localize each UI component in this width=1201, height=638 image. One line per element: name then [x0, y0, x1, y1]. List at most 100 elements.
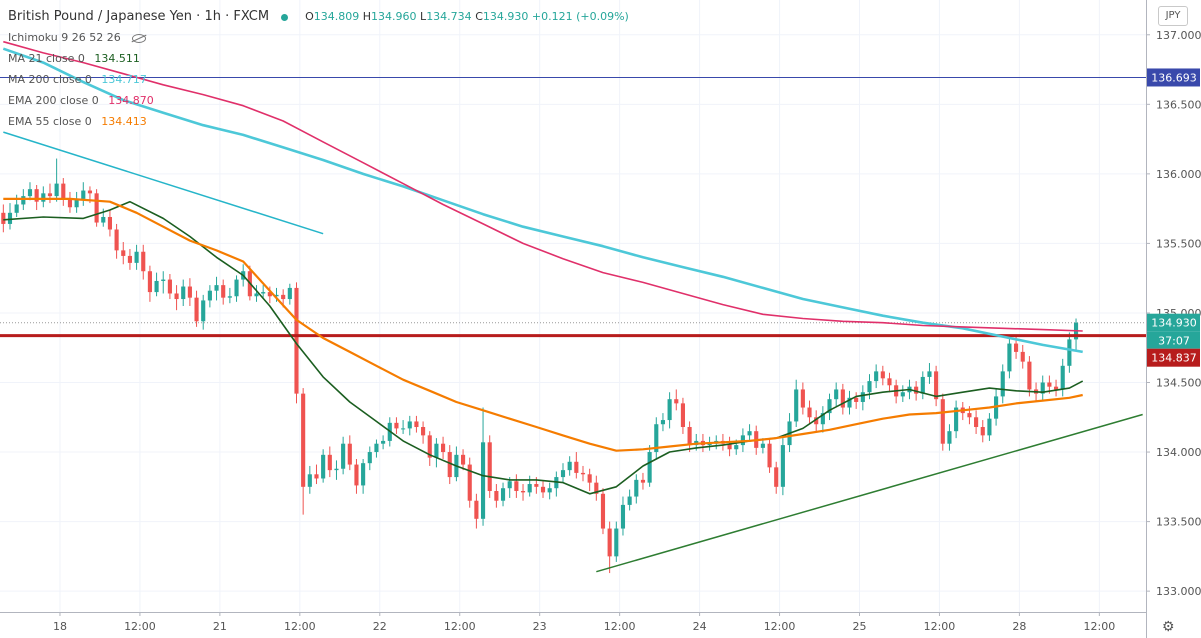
candle: [634, 474, 639, 504]
candle-body: [127, 255, 132, 263]
candle-body: [987, 418, 992, 436]
candle: [487, 435, 492, 498]
candle: [494, 484, 499, 508]
candle: [67, 191, 73, 213]
candle: [814, 410, 819, 432]
candle: [54, 158, 59, 202]
candle: [327, 446, 332, 478]
candle: [74, 191, 79, 213]
candle-body: [567, 461, 572, 471]
indicator-label: MA 21 close 0: [8, 52, 85, 65]
candle: [1020, 344, 1025, 369]
candle: [834, 382, 839, 407]
candle-body: [301, 393, 306, 487]
candle-body: [574, 461, 579, 473]
candle: [620, 496, 626, 536]
candle: [540, 481, 546, 498]
candle-body: [194, 297, 199, 322]
candle-body: [314, 474, 319, 479]
candle: [347, 435, 352, 471]
currency-button[interactable]: JPY: [1158, 6, 1188, 26]
x-tick-label: 12:00: [444, 620, 476, 633]
x-tick-label: 12:00: [284, 620, 316, 633]
candle: [187, 278, 192, 306]
symbol-header: British Pound / Japanese Yen · 1h · FXCM…: [8, 6, 629, 27]
candle: [607, 521, 612, 574]
x-tick-label: 25: [853, 620, 867, 633]
candle-body: [594, 482, 599, 494]
candle: [900, 385, 905, 402]
candle-body: [507, 481, 512, 489]
candle-body: [760, 443, 765, 448]
indicator-lines: [0, 40, 1146, 573]
candle: [1060, 358, 1065, 397]
indicator-ichimoku[interactable]: Ichimoku 9 26 52 26: [8, 27, 629, 48]
candle-body: [294, 287, 299, 394]
candle-body: [494, 490, 499, 501]
candle: [201, 294, 206, 330]
candle-body: [627, 496, 632, 505]
candle: [41, 186, 46, 208]
candle-body: [154, 280, 159, 293]
candle: [654, 417, 659, 459]
candle-body: [187, 286, 192, 298]
candle: [134, 244, 139, 270]
candle: [887, 372, 892, 393]
candle: [794, 379, 799, 428]
hidden-eye-icon[interactable]: [132, 33, 147, 43]
candle-body: [147, 271, 152, 293]
candle-body: [347, 443, 352, 465]
y-tick-label: 136.000: [1156, 168, 1201, 181]
series-ema-55: [3, 197, 1083, 452]
candle: [94, 189, 99, 227]
candle: [114, 223, 119, 259]
candle-body: [261, 292, 266, 294]
gear-icon[interactable]: ⚙: [1162, 618, 1175, 634]
symbol-title[interactable]: British Pound / Japanese Yen · 1h · FXCM: [8, 9, 270, 24]
candle-body: [774, 467, 779, 487]
candle-body: [600, 493, 606, 529]
indicator-ema200[interactable]: EMA 200 close 0 134.870: [8, 90, 629, 111]
candle: [920, 371, 925, 400]
candle: [154, 272, 159, 297]
y-tick-label: 133.000: [1156, 585, 1201, 598]
candle-body: [620, 504, 626, 529]
candle: [627, 489, 632, 511]
candle: [127, 248, 132, 270]
trendline-downtrend: [3, 131, 324, 235]
candle-body: [341, 443, 346, 469]
candle: [927, 363, 932, 384]
candle: [427, 431, 432, 466]
x-tick-label: 21: [213, 620, 227, 633]
candle: [261, 285, 266, 298]
candle-body: [421, 427, 426, 436]
candle: [234, 275, 239, 302]
candle: [574, 452, 579, 479]
candle: [847, 390, 852, 415]
candle-body: [414, 421, 419, 428]
candle: [840, 383, 845, 415]
candle: [674, 389, 679, 411]
candle: [407, 415, 412, 436]
countdown-tag: 37:07: [1147, 331, 1200, 349]
candle: [1067, 332, 1072, 373]
candle: [954, 400, 959, 439]
candle-body: [467, 464, 472, 501]
candle-body: [394, 422, 399, 429]
y-tick-label: 137.000: [1156, 29, 1201, 42]
indicator-ma21[interactable]: MA 21 close 0 134.511: [8, 48, 629, 69]
candle-body: [134, 251, 139, 263]
candle-body: [534, 484, 539, 487]
candle: [500, 482, 506, 507]
resistance-price-tag-text: 136.693: [1151, 71, 1197, 84]
candle: [947, 424, 952, 451]
candle: [361, 459, 366, 494]
indicator-ema55[interactable]: EMA 55 close 0 134.413: [8, 111, 629, 132]
y-tick-label: 136.500: [1156, 98, 1201, 111]
candle-body: [1067, 339, 1072, 366]
indicator-ma200[interactable]: MA 200 close 0 134.717: [8, 69, 629, 90]
candle: [221, 279, 226, 305]
candle: [774, 461, 779, 494]
candle-body: [227, 296, 232, 298]
